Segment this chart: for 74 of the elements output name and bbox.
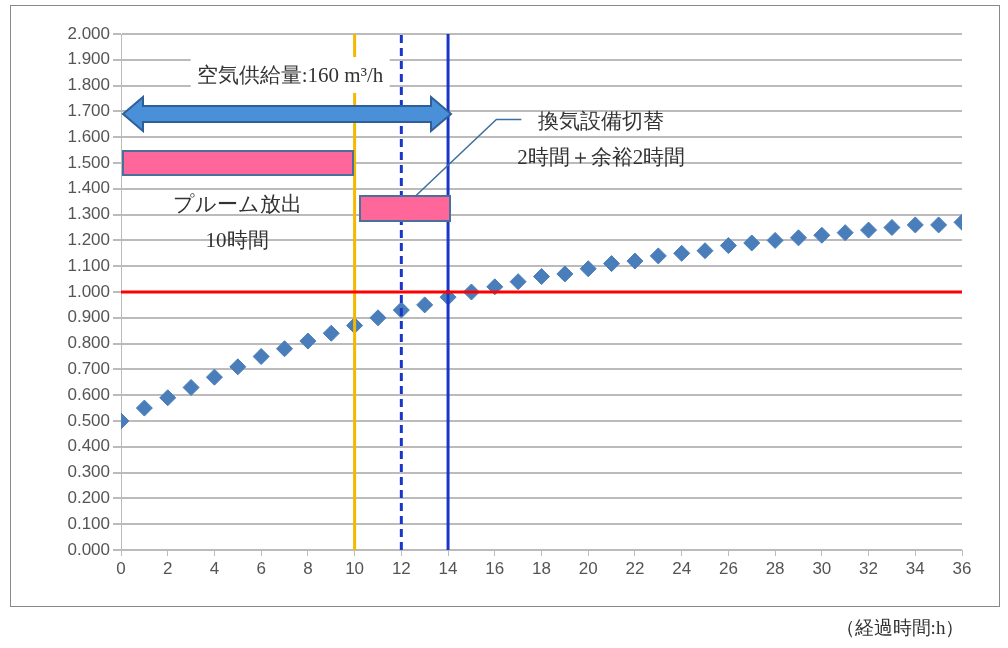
- y-tick-label: 1.900: [67, 49, 110, 69]
- y-tick-label: 0.300: [67, 462, 110, 482]
- point: [205, 368, 223, 386]
- x-tick-label: 8: [303, 558, 313, 578]
- y-tick-label: 1.200: [67, 230, 110, 250]
- x-tick-label: 16: [485, 558, 505, 578]
- x-tick-label: 34: [905, 558, 925, 578]
- point: [369, 309, 387, 327]
- x-tick-label: 2: [162, 558, 173, 578]
- y-tick-label: 0.700: [67, 359, 110, 379]
- point: [696, 242, 714, 260]
- y-tick-label: 0.800: [67, 333, 110, 353]
- point: [182, 378, 200, 396]
- x-tick-label: 14: [438, 558, 458, 578]
- x-tick-label: 30: [812, 558, 832, 578]
- y-tick-label: 1.600: [67, 126, 110, 146]
- annotation: 換気設備切替 2時間＋余裕2時間: [516, 108, 687, 172]
- x-tick-label: 32: [859, 558, 879, 578]
- point: [673, 244, 691, 262]
- point: [603, 255, 621, 273]
- point: [930, 216, 948, 234]
- point: [135, 399, 153, 417]
- point: [743, 234, 761, 252]
- point: [813, 226, 831, 244]
- y-tick-label: 1.000: [67, 281, 110, 301]
- annotation: 空気供給量:160 m³/h: [190, 57, 390, 93]
- y-tick-label: 2.000: [67, 23, 110, 43]
- point: [836, 224, 854, 242]
- x-tick-label: 10: [345, 558, 365, 578]
- point: [416, 296, 434, 314]
- point: [789, 229, 807, 247]
- y-tick-label: 0.100: [67, 513, 110, 533]
- x-tick-label: 12: [391, 558, 411, 578]
- point: [649, 247, 667, 265]
- x-tick-label: 0: [116, 558, 126, 578]
- x-tick-label: 28: [765, 558, 785, 578]
- y-tick-label: 1.800: [67, 75, 110, 95]
- point: [860, 221, 878, 239]
- point: [276, 340, 294, 358]
- x-tick-label: 4: [209, 558, 220, 578]
- x-tick-label: 24: [672, 558, 692, 578]
- point: [322, 324, 340, 342]
- point: [766, 231, 784, 249]
- y-tick-label: 1.300: [67, 204, 110, 224]
- x-tick-label: 22: [625, 558, 645, 578]
- y-tick-label: 0.000: [67, 539, 110, 559]
- x-axis-title: （経過時間:h）: [829, 610, 971, 646]
- point: [533, 268, 550, 286]
- y-tick-label: 0.400: [67, 436, 110, 456]
- point: [299, 332, 317, 350]
- point: [883, 219, 901, 236]
- x-tick-label: 26: [718, 558, 738, 578]
- annotation: プルーム放出 10時間: [171, 191, 303, 254]
- y-tick-label: 1.700: [67, 101, 110, 121]
- x-tick-label: 6: [256, 558, 266, 578]
- y-tick-label: 1.500: [67, 152, 110, 172]
- y-tick-label: 1.100: [67, 255, 110, 275]
- y-tick-label: 0.900: [67, 307, 110, 327]
- point: [556, 265, 574, 283]
- point: [579, 260, 597, 278]
- point: [719, 237, 737, 255]
- y-tick-label: 1.400: [67, 178, 110, 198]
- point: [906, 216, 924, 234]
- point: [626, 252, 644, 270]
- point: [509, 273, 527, 291]
- y-tick-label: 0.600: [67, 384, 110, 404]
- x-tick-label: 36: [952, 558, 972, 578]
- point: [159, 389, 177, 407]
- point: [229, 358, 247, 376]
- x-tick-label: 18: [532, 558, 551, 578]
- y-tick-label: 0.500: [67, 410, 110, 430]
- point: [252, 348, 270, 365]
- x-tick-label: 20: [578, 558, 598, 578]
- y-tick-label: 0.200: [67, 488, 110, 508]
